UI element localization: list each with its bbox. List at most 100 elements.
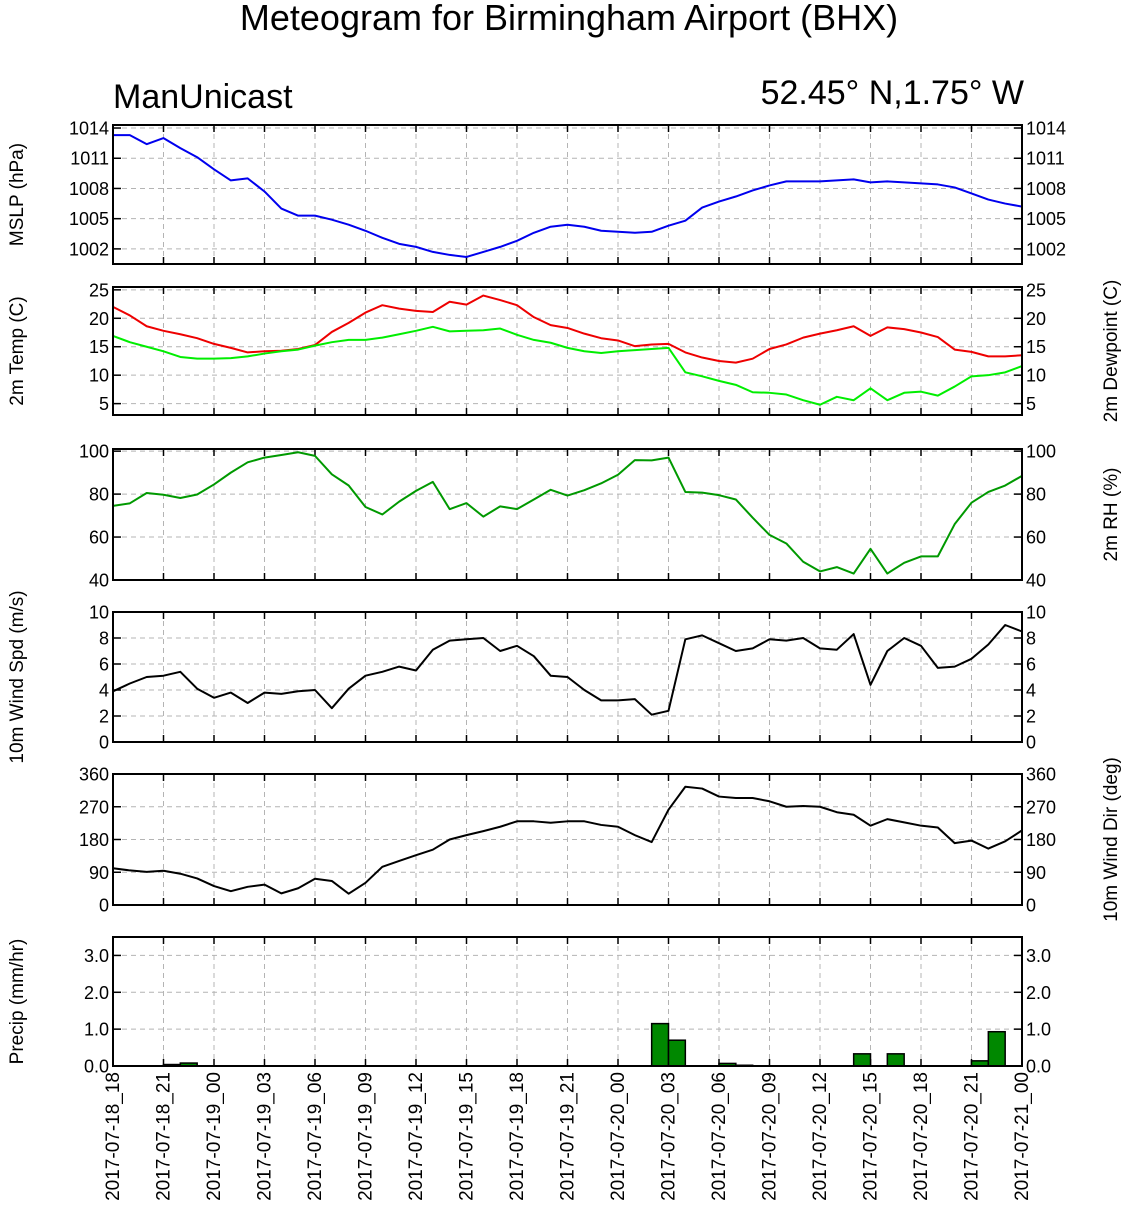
y-axis-label-left: 2m Temp (C) — [7, 296, 28, 405]
y-tick-label-left: 3.0 — [84, 946, 109, 966]
y-tick-label-right: 6 — [1026, 655, 1036, 675]
panel-frame — [112, 286, 1023, 416]
y-tick-label-left: 2.0 — [84, 983, 109, 1003]
x-tick-label: 2017-07-19_15 — [457, 1072, 478, 1201]
y-tick-label-right: 360 — [1026, 765, 1056, 785]
panel-temperature: 5 5 10 10 15 15 20 20 25 25 2m Temp (C) 2m Dewpoint… — [7, 280, 1122, 423]
x-tick-label: 2017-07-20_15 — [861, 1072, 882, 1201]
y-axis-label-right: 10m Wind Dir (deg) — [1101, 757, 1122, 922]
y-tick-label-left: 10 — [89, 366, 109, 386]
y-tick-label-right: 3.0 — [1026, 946, 1051, 966]
y-tick-label-left: 1.0 — [84, 1020, 109, 1040]
y-tick-label-right: 0 — [1026, 896, 1036, 916]
series-line-temperature-0 — [112, 294, 1023, 364]
x-tick-label: 2017-07-21_00 — [1012, 1072, 1033, 1201]
panel-frame — [112, 936, 1023, 1067]
y-tick-label-left: 8 — [99, 629, 109, 649]
x-tick-label: 2017-07-19_00 — [204, 1072, 225, 1201]
y-tick-label-right: 2 — [1026, 707, 1036, 727]
page-title: Meteogram for Birmingham Airport (BHX) — [240, 0, 898, 38]
precip-bar — [667, 1039, 687, 1067]
precip-bar — [650, 1022, 670, 1067]
y-axis-label-right: 2m RH (%) — [1101, 468, 1122, 562]
time-axis: 2017-07-18_18 2017-07-18_21 2017-07-19_00 2… — [103, 1072, 1033, 1201]
x-tick-label: 2017-07-19_06 — [305, 1072, 326, 1201]
series-line-wind-direction-0 — [112, 785, 1023, 895]
y-tick-label-left: 80 — [89, 485, 109, 505]
y-tick-label-left: 1002 — [69, 239, 109, 259]
y-tick-label-right: 5 — [1026, 394, 1036, 414]
x-tick-label: 2017-07-20_21 — [962, 1072, 983, 1201]
y-tick-label-left: 100 — [79, 442, 109, 462]
panel-wind-direction: 0 0 90 90 180 180 270 270 360 360 10m Wind Dir (de… — [79, 757, 1122, 922]
y-tick-label-right: 10 — [1026, 603, 1046, 623]
y-axis-label-right: 2m Dewpoint (C) — [1101, 280, 1122, 423]
x-tick-label: 2017-07-19_18 — [507, 1072, 528, 1201]
panel-wind-speed: 0 0 2 2 4 4 6 6 8 8 10 10 10m Wind Spd (m/s) — [7, 590, 1046, 763]
y-axis-label-left: Precip (mm/hr) — [7, 939, 28, 1065]
y-tick-label-right: 4 — [1026, 681, 1036, 701]
y-tick-label-right: 1014 — [1026, 119, 1066, 139]
y-tick-label-left: 5 — [99, 394, 109, 414]
x-tick-label: 2017-07-20_18 — [911, 1072, 932, 1201]
y-tick-label-right: 2.0 — [1026, 983, 1051, 1003]
y-tick-label-left: 360 — [79, 765, 109, 785]
precip-bar — [987, 1030, 1006, 1067]
location-label: 52.45° N,1.75° W — [761, 74, 1024, 112]
y-tick-label-right: 60 — [1026, 528, 1046, 548]
series-line-mslp-0 — [113, 134, 1023, 258]
y-tick-label-left: 0 — [99, 733, 109, 753]
y-tick-label-left: 15 — [89, 337, 109, 357]
y-tick-label-right: 1002 — [1026, 239, 1066, 259]
series-line-wind-speed-0 — [112, 624, 1023, 716]
y-tick-label-right: 10 — [1026, 366, 1046, 386]
y-tick-label-left: 0.0 — [84, 1057, 109, 1077]
y-tick-label-right: 25 — [1026, 280, 1046, 300]
x-tick-label: 2017-07-19_12 — [406, 1072, 427, 1201]
y-tick-label-left: 60 — [89, 528, 109, 548]
x-tick-label: 2017-07-20_12 — [810, 1072, 831, 1201]
y-tick-label-left: 25 — [89, 280, 109, 300]
y-tick-label-right: 270 — [1026, 797, 1056, 817]
panel-humidity: 40 40 60 60 80 80 100 100 2m RH (%) — [79, 442, 1122, 591]
precip-bar — [852, 1053, 872, 1067]
y-tick-label-right: 100 — [1026, 442, 1056, 462]
y-tick-label-left: 10 — [89, 603, 109, 623]
panel-frame — [112, 773, 1023, 906]
panel-mslp: 1002 1002 1005 1005 1008 1008 1011 1011 1014 1014… — [7, 119, 1066, 265]
y-tick-label-right: 1005 — [1026, 209, 1066, 229]
y-tick-label-left: 0 — [99, 896, 109, 916]
y-tick-label-right: 20 — [1026, 309, 1046, 329]
x-tick-label: 2017-07-20_06 — [709, 1072, 730, 1201]
y-tick-label-right: 1011 — [1026, 149, 1065, 169]
y-axis-label-left: 10m Wind Spd (m/s) — [7, 590, 28, 763]
x-tick-label: 2017-07-20_03 — [659, 1072, 680, 1201]
y-tick-label-left: 4 — [99, 681, 109, 701]
y-tick-label-left: 1008 — [69, 179, 109, 199]
x-tick-label: 2017-07-19_09 — [356, 1072, 377, 1201]
y-tick-label-left: 2 — [99, 707, 109, 727]
y-axis-label-left: MSLP (hPa) — [7, 143, 28, 246]
y-tick-label-right: 180 — [1026, 830, 1056, 850]
panel-precipitation: 0.0 0.0 1.0 1.0 2.0 2.0 3.0 3.0 Precip (mm/hr) — [7, 936, 1051, 1077]
y-tick-label-right: 90 — [1026, 863, 1046, 883]
model-label: ManUnicast — [113, 78, 293, 116]
y-tick-label-right: 8 — [1026, 629, 1036, 649]
precip-bar — [886, 1053, 905, 1067]
y-tick-label-right: 0.0 — [1026, 1057, 1051, 1077]
panel-frame — [112, 448, 1023, 581]
series-line-temperature-1 — [112, 325, 1023, 406]
panel-frame — [112, 124, 1023, 265]
x-tick-label: 2017-07-19_03 — [255, 1072, 276, 1201]
y-tick-label-right: 15 — [1026, 337, 1046, 357]
y-tick-label-left: 40 — [89, 571, 109, 591]
y-tick-label-right: 1008 — [1026, 179, 1066, 199]
x-tick-label: 2017-07-18_21 — [154, 1072, 175, 1201]
series-line-humidity-0 — [112, 451, 1023, 575]
y-tick-label-left: 1014 — [69, 119, 109, 139]
y-tick-label-left: 90 — [89, 863, 109, 883]
panel-frame — [112, 611, 1023, 743]
